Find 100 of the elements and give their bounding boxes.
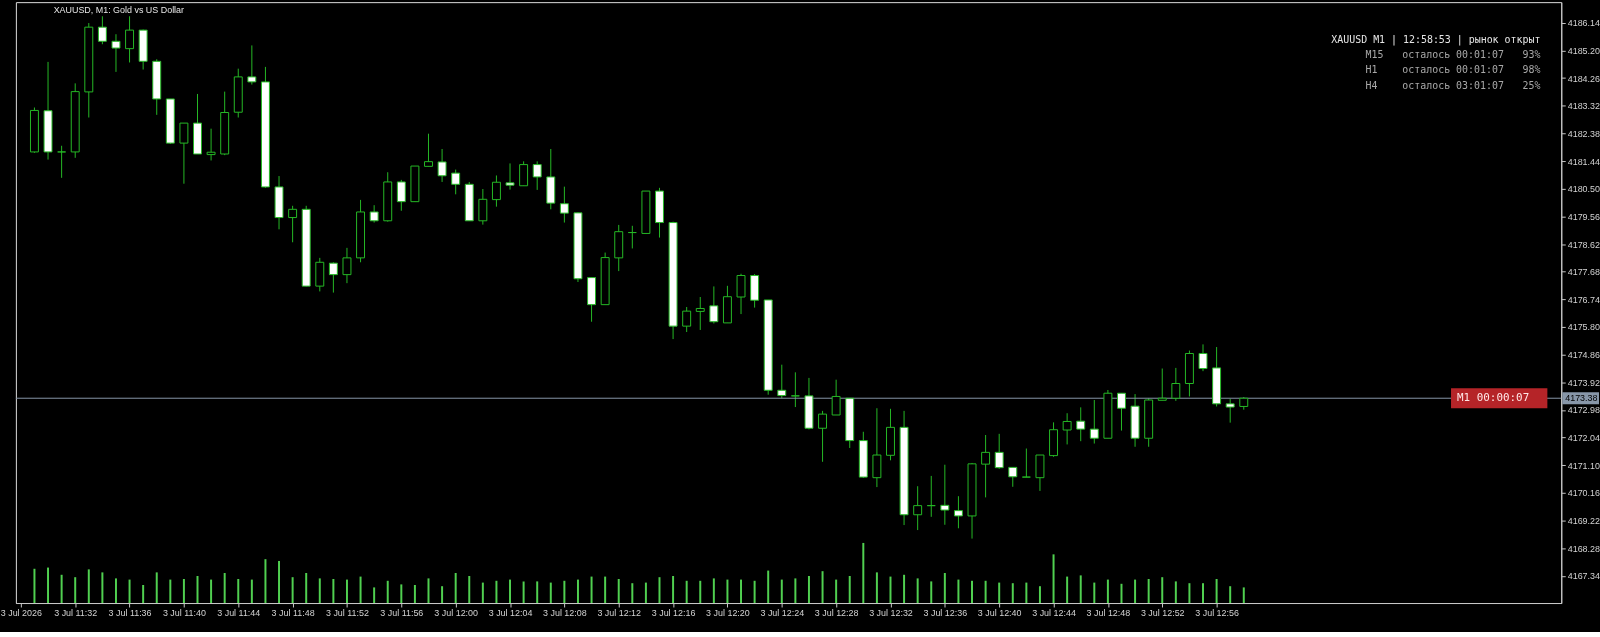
x-tick-label: 3 Jul 12:44 xyxy=(1032,608,1076,619)
candlestick xyxy=(913,485,923,531)
candlestick xyxy=(451,169,461,195)
annotation: M15 xyxy=(1365,48,1384,60)
candlestick xyxy=(1157,368,1167,401)
y-tick-label: 4169.22 xyxy=(1567,516,1600,527)
x-tick-label: 3 Jul 12:20 xyxy=(706,608,750,619)
candlestick xyxy=(478,188,488,226)
x-tick-label: 3 Jul 12:16 xyxy=(651,608,696,619)
x-tick-label: 3 Jul 12:24 xyxy=(760,608,805,619)
x-tick-label: 3 Jul 11:40 xyxy=(162,608,206,619)
candlestick xyxy=(491,174,501,208)
y-tick-label: 4173.92 xyxy=(1567,377,1600,388)
y-tick-label: 4174.86 xyxy=(1567,350,1600,361)
annotation: осталось 00:01:07 xyxy=(1402,48,1504,60)
x-tick-label: 3 Jul 12:32 xyxy=(869,608,913,619)
candlestick xyxy=(682,306,692,333)
candlestick xyxy=(777,364,787,399)
x-tick-label: 3 Jul 12:56 xyxy=(1195,608,1239,619)
candlestick xyxy=(424,133,433,167)
candlestick xyxy=(179,122,189,185)
x-tick-label: 3 Jul 11:36 xyxy=(108,608,152,619)
annotation: 93% xyxy=(1522,48,1541,60)
candlestick xyxy=(369,204,379,224)
candlestick xyxy=(315,257,325,292)
candlestick xyxy=(519,160,529,187)
y-tick-label: 4172.98 xyxy=(1567,405,1600,416)
candlestick xyxy=(1076,406,1086,442)
x-tick-label: 3 Jul 11:48 xyxy=(271,608,315,619)
x-tick-label: 3 Jul 12:40 xyxy=(977,608,1022,619)
candlestick xyxy=(342,247,352,284)
y-tick-label: 4184.26 xyxy=(1567,73,1600,84)
x-tick-label: 3 Jul 12:52 xyxy=(1140,608,1185,619)
x-tick-label: 3 Jul 12:36 xyxy=(923,608,968,619)
candlestick xyxy=(437,148,447,183)
candlestick xyxy=(206,128,216,161)
x-tick-label: 3 Jul 11:32 xyxy=(54,608,98,619)
candlestick xyxy=(1089,399,1099,445)
candlestick xyxy=(532,160,542,191)
annotation: M1 00:00:07 xyxy=(1456,391,1530,405)
y-tick-label: 4177.68 xyxy=(1567,267,1600,278)
candlestick xyxy=(1198,343,1208,372)
y-tick-label: 4176.74 xyxy=(1567,294,1600,305)
candlestick xyxy=(57,145,67,179)
x-tick-label: 3 Jul 11:56 xyxy=(380,608,424,619)
x-tick-label: 3 Jul 12:08 xyxy=(543,608,587,619)
y-tick-label: 4167.34 xyxy=(1567,571,1600,582)
ref-line-label: 4173.38 xyxy=(1565,393,1598,404)
candlestick xyxy=(709,285,719,324)
y-tick-label: 4175.80 xyxy=(1567,322,1600,333)
candlestick xyxy=(505,162,515,191)
candlestick xyxy=(247,44,257,86)
y-tick-label: 4170.16 xyxy=(1567,488,1600,499)
x-tick-label: 3 Jul 12:48 xyxy=(1086,608,1131,619)
candlestick xyxy=(994,433,1004,470)
chart-title: XAUUSD, M1: Gold vs US Dollar xyxy=(53,5,185,16)
y-tick-label: 4186.14 xyxy=(1567,18,1600,29)
x-tick-label: 3 Jul 12:28 xyxy=(814,608,859,619)
candlestick xyxy=(831,379,841,416)
annotation: 98% xyxy=(1522,64,1541,76)
candlestick xyxy=(872,407,882,488)
candlestick xyxy=(288,205,298,243)
y-tick-label: 4168.28 xyxy=(1567,543,1600,554)
candlestick xyxy=(328,261,338,294)
y-tick-label: 4180.50 xyxy=(1567,184,1600,195)
candlestick xyxy=(97,15,107,45)
annotation: XAUUSD M1 | 12:58:53 | рынок открыт xyxy=(1331,33,1541,46)
candlestick xyxy=(125,15,135,63)
x-tick-label: 3 Jul 11:44 xyxy=(217,608,261,619)
candlestick xyxy=(953,495,963,529)
x-tick-label: 3 Jul 12:00 xyxy=(434,608,479,619)
y-tick-label: 4182.38 xyxy=(1567,128,1600,139)
candlestick xyxy=(111,33,121,73)
annotation: осталось 03:01:07 xyxy=(1402,80,1504,92)
candlestick xyxy=(1008,466,1018,488)
candlestick xyxy=(790,371,800,408)
annotation: осталось 00:01:07 xyxy=(1402,64,1504,76)
candlestick xyxy=(940,464,950,526)
candlestick xyxy=(1021,448,1031,478)
x-tick-label: 3 Jul 12:12 xyxy=(597,608,642,619)
y-tick-label: 4171.10 xyxy=(1567,460,1600,471)
annotation: H1 xyxy=(1365,64,1378,76)
candlestick xyxy=(981,434,991,498)
annotation: H4 xyxy=(1365,80,1378,92)
y-tick-label: 4181.44 xyxy=(1567,156,1600,167)
candlestick xyxy=(695,296,705,331)
y-tick-label: 4172.04 xyxy=(1567,433,1600,444)
x-tick-label: 3 Jul 11:52 xyxy=(325,608,369,619)
y-tick-label: 4185.20 xyxy=(1567,45,1600,56)
candlestick xyxy=(1062,412,1072,445)
candlestick xyxy=(396,179,406,212)
candlestick xyxy=(559,186,569,224)
candlestick xyxy=(1225,398,1235,424)
candlestick xyxy=(1035,454,1045,492)
candlestick xyxy=(1171,367,1181,402)
annotation: 25% xyxy=(1522,80,1541,92)
candlestick xyxy=(1117,392,1126,432)
y-tick-label: 4183.32 xyxy=(1567,101,1600,112)
x-tick-label: 3 Jul 12:04 xyxy=(488,608,533,619)
y-tick-label: 4179.56 xyxy=(1567,211,1600,222)
